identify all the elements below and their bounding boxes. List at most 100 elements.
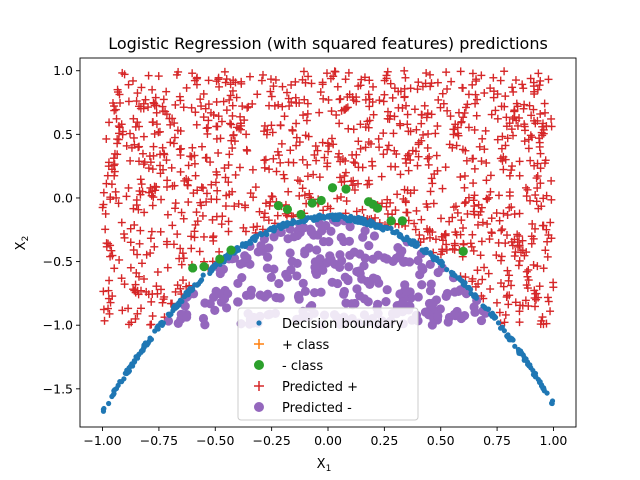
- predicted-minus-point: [345, 222, 355, 232]
- decision-boundary-point: [544, 390, 550, 396]
- predicted-plus-point: [503, 134, 512, 143]
- predicted-plus-point: [209, 232, 218, 241]
- predicted-minus-point: [476, 315, 487, 326]
- predicted-plus-point: [480, 89, 489, 98]
- predicted-minus-point: [317, 226, 327, 236]
- predicted-plus-point: [169, 139, 178, 148]
- predicted-plus-point: [442, 245, 451, 254]
- predicted-plus-point: [246, 189, 255, 198]
- predicted-plus-point: [449, 130, 458, 139]
- y-tick-label: 1.0: [53, 63, 73, 78]
- predicted-minus-point: [318, 265, 328, 275]
- predicted-plus-point: [454, 108, 463, 117]
- decision-boundary-point: [471, 293, 477, 299]
- predicted-plus-point: [462, 156, 471, 165]
- predicted-plus-point: [222, 106, 231, 115]
- predicted-plus-point: [522, 248, 531, 257]
- predicted-plus-point: [221, 78, 230, 87]
- predicted-plus-point: [460, 183, 469, 192]
- predicted-plus-point: [156, 161, 165, 170]
- minus-class-point: [199, 262, 209, 272]
- predicted-plus-point: [213, 122, 222, 131]
- predicted-plus-point: [492, 209, 501, 218]
- predicted-plus-point: [154, 72, 163, 81]
- predicted-plus-point: [187, 232, 196, 241]
- predicted-plus-point: [158, 298, 167, 307]
- predicted-plus-point: [464, 193, 473, 202]
- predicted-plus-point: [529, 105, 538, 114]
- predicted-plus-point: [122, 192, 131, 201]
- predicted-plus-point: [525, 101, 534, 110]
- predicted-plus-point: [208, 215, 217, 224]
- predicted-plus-point: [535, 282, 544, 291]
- predicted-plus-point: [386, 198, 395, 207]
- predicted-plus-point: [173, 230, 182, 239]
- predicted-plus-point: [136, 190, 145, 199]
- predicted-plus-point: [413, 161, 422, 170]
- predicted-plus-point: [358, 163, 367, 172]
- predicted-plus-point: [543, 252, 552, 261]
- predicted-plus-point: [243, 103, 252, 112]
- predicted-plus-point: [368, 97, 377, 106]
- predicted-plus-point: [415, 231, 424, 240]
- predicted-plus-point: [508, 241, 517, 250]
- decision-boundary-point: [519, 350, 525, 356]
- predicted-plus-point: [427, 110, 436, 119]
- predicted-plus-point: [461, 273, 470, 282]
- predicted-plus-point: [363, 117, 372, 126]
- predicted-plus-point: [411, 225, 420, 234]
- predicted-plus-point: [356, 144, 365, 153]
- predicted-plus-point: [168, 114, 177, 123]
- predicted-plus-point: [424, 160, 433, 169]
- predicted-plus-point: [379, 129, 388, 138]
- predicted-plus-point: [496, 76, 505, 85]
- decision-boundary-point: [154, 325, 160, 331]
- predicted-plus-point: [113, 85, 122, 94]
- predicted-plus-point: [221, 202, 230, 211]
- predicted-plus-point: [137, 259, 146, 268]
- predicted-plus-point: [193, 217, 202, 226]
- predicted-plus-point: [315, 108, 324, 117]
- predicted-plus-point: [280, 174, 289, 183]
- predicted-minus-point: [461, 289, 471, 299]
- predicted-plus-point: [540, 108, 549, 117]
- predicted-plus-point: [226, 80, 235, 89]
- predicted-plus-point: [265, 165, 274, 174]
- predicted-plus-point: [196, 198, 205, 207]
- predicted-plus-point: [348, 93, 357, 102]
- predicted-minus-point: [326, 254, 336, 265]
- predicted-plus-point: [195, 247, 204, 256]
- predicted-plus-point: [476, 251, 485, 260]
- predicted-plus-point: [450, 125, 459, 134]
- predicted-plus-point: [141, 95, 150, 104]
- predicted-minus-point: [449, 309, 460, 319]
- predicted-plus-point: [382, 202, 391, 211]
- legend-label-plus-class: + class: [282, 338, 330, 353]
- predicted-plus-point: [458, 84, 467, 93]
- predicted-minus-point: [340, 272, 350, 282]
- predicted-plus-point: [303, 99, 312, 108]
- predicted-plus-point: [526, 156, 535, 165]
- predicted-plus-point: [319, 94, 328, 103]
- predicted-plus-point: [422, 113, 431, 122]
- predicted-plus-point: [303, 172, 312, 181]
- decision-boundary-point: [212, 264, 218, 270]
- series-minus-class: [188, 183, 468, 273]
- predicted-plus-point: [287, 80, 296, 89]
- predicted-plus-point: [183, 181, 192, 190]
- predicted-plus-point: [104, 286, 113, 295]
- y-tick-label: 0.5: [53, 127, 73, 142]
- predicted-plus-point: [126, 156, 135, 165]
- predicted-minus-point: [441, 291, 451, 301]
- predicted-plus-point: [292, 99, 301, 108]
- predicted-plus-point: [498, 225, 507, 234]
- predicted-plus-point: [214, 148, 223, 157]
- y-axis-label: X2: [14, 236, 31, 251]
- predicted-plus-point: [231, 170, 240, 179]
- predicted-plus-point: [162, 237, 171, 246]
- predicted-plus-point: [157, 195, 166, 204]
- predicted-plus-point: [402, 159, 411, 168]
- predicted-plus-point: [499, 209, 508, 218]
- predicted-plus-point: [386, 79, 395, 88]
- predicted-plus-point: [473, 266, 482, 275]
